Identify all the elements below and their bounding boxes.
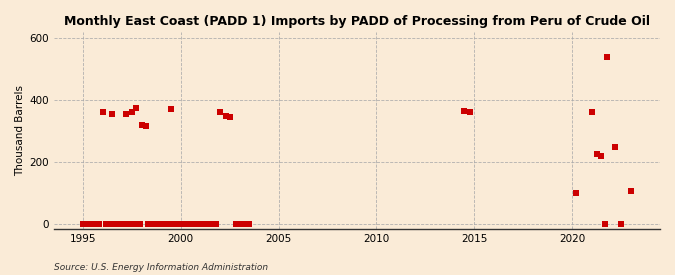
- Point: [78, 222, 88, 226]
- Point: [93, 222, 104, 226]
- Point: [238, 222, 249, 226]
- Point: [596, 154, 607, 158]
- Point: [134, 222, 145, 226]
- Point: [244, 222, 254, 226]
- Point: [130, 106, 141, 110]
- Point: [154, 222, 165, 226]
- Point: [128, 222, 139, 226]
- Point: [230, 222, 241, 226]
- Y-axis label: Thousand Barrels: Thousand Barrels: [15, 85, 25, 176]
- Point: [113, 222, 124, 226]
- Point: [570, 191, 581, 195]
- Point: [121, 112, 132, 116]
- Point: [160, 222, 171, 226]
- Point: [107, 222, 117, 226]
- Title: Monthly East Coast (PADD 1) Imports by PADD of Processing from Peru of Crude Oil: Monthly East Coast (PADD 1) Imports by P…: [64, 15, 650, 28]
- Point: [586, 110, 597, 115]
- Point: [616, 222, 626, 226]
- Point: [211, 222, 221, 226]
- Point: [87, 222, 98, 226]
- Point: [148, 222, 159, 226]
- Point: [600, 222, 611, 226]
- Point: [220, 113, 231, 118]
- Point: [224, 115, 235, 119]
- Point: [176, 222, 186, 226]
- Point: [625, 189, 636, 194]
- Point: [82, 222, 92, 226]
- Point: [459, 109, 470, 113]
- Point: [602, 54, 613, 59]
- Point: [107, 112, 117, 116]
- Point: [156, 222, 167, 226]
- Point: [123, 222, 134, 226]
- Point: [142, 222, 153, 226]
- Point: [592, 152, 603, 156]
- Point: [191, 222, 202, 226]
- Point: [136, 123, 147, 127]
- Point: [165, 107, 176, 112]
- Point: [215, 110, 225, 115]
- Point: [165, 222, 176, 226]
- Point: [117, 222, 128, 226]
- Point: [195, 222, 206, 226]
- Point: [199, 222, 210, 226]
- Text: Source: U.S. Energy Information Administration: Source: U.S. Energy Information Administ…: [54, 263, 268, 272]
- Point: [234, 222, 245, 226]
- Point: [171, 222, 182, 226]
- Point: [205, 222, 215, 226]
- Point: [140, 124, 151, 129]
- Point: [97, 110, 108, 115]
- Point: [185, 222, 196, 226]
- Point: [610, 144, 620, 149]
- Point: [101, 222, 112, 226]
- Point: [126, 110, 137, 114]
- Point: [180, 222, 190, 226]
- Point: [465, 110, 476, 115]
